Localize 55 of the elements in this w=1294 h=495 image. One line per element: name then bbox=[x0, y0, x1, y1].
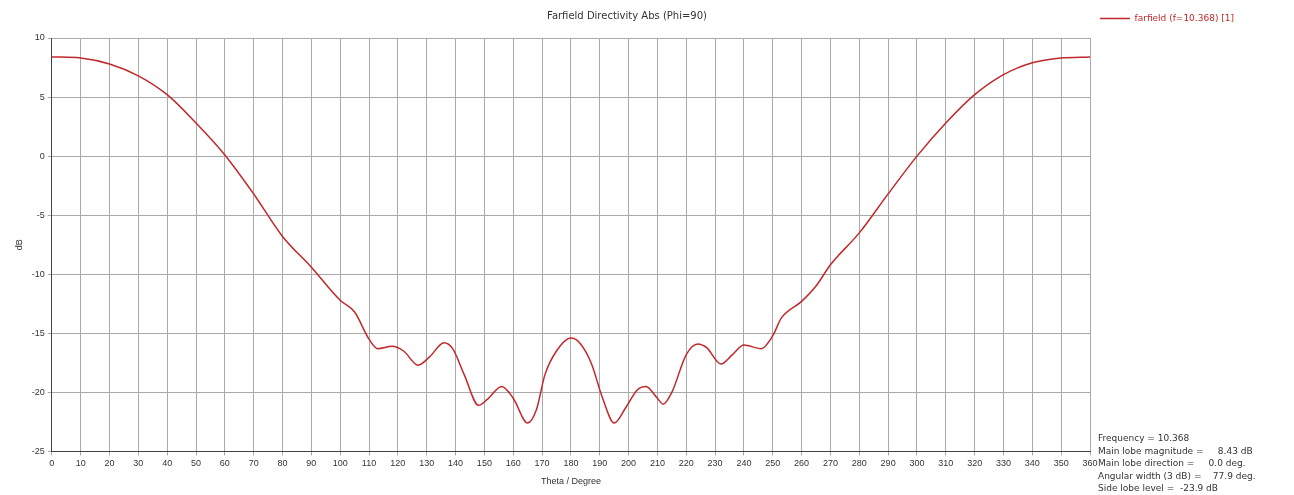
x-tick-label: 30 bbox=[133, 458, 144, 469]
x-tick-label: 150 bbox=[476, 458, 492, 469]
x-axis-title: Theta / Degree bbox=[540, 476, 601, 487]
x-tick-label: 160 bbox=[505, 458, 521, 469]
x-tick-label: 330 bbox=[995, 458, 1011, 469]
y-tick-label: -10 bbox=[31, 268, 45, 279]
chart-title: Farfield Directivity Abs (Phi=90) bbox=[547, 9, 708, 21]
y-tick-label: -25 bbox=[31, 445, 45, 456]
x-tick-label: 130 bbox=[419, 458, 435, 469]
x-tick-label: 0 bbox=[49, 458, 55, 469]
text: Angular width (3 dB) = 77.9 deg. bbox=[1098, 469, 1256, 482]
x-tick-label: 110 bbox=[361, 458, 377, 469]
x-tick-label: 70 bbox=[248, 458, 259, 469]
x-tick-label: 200 bbox=[621, 458, 637, 469]
x-tick-label: 270 bbox=[822, 458, 838, 469]
y-axis-title: dB bbox=[13, 239, 24, 251]
x-tick-label: 280 bbox=[851, 458, 867, 469]
y-tick-label: -20 bbox=[31, 386, 45, 397]
x-tick-label: 360 bbox=[1082, 458, 1098, 469]
line-series bbox=[51, 56, 1090, 424]
x-tick-label: 320 bbox=[967, 458, 983, 469]
y-tick-label: 10 bbox=[34, 32, 45, 43]
x-tick-label: 300 bbox=[909, 458, 925, 469]
text: Main lobe direction = 0.0 deg. bbox=[1098, 457, 1247, 470]
x-tick-label: 240 bbox=[736, 458, 752, 469]
x-tick-label: 250 bbox=[765, 458, 781, 469]
x-tick-label: 140 bbox=[448, 458, 464, 469]
legend-label: farfield (f=10.368) [1] bbox=[1134, 12, 1234, 23]
x-tick-label: 170 bbox=[534, 458, 550, 469]
x-tick-label: 90 bbox=[306, 458, 317, 469]
x-tick-label: 290 bbox=[880, 458, 896, 469]
x-tick-label: 50 bbox=[190, 458, 202, 469]
x-tick-label: 100 bbox=[332, 458, 348, 469]
x-tick-label: 310 bbox=[938, 458, 954, 469]
x-tick-label: 210 bbox=[649, 458, 665, 469]
y-tick-label: -15 bbox=[31, 327, 45, 338]
text: Side lobe level = -23.9 dB bbox=[1098, 482, 1219, 495]
x-tick-label: 180 bbox=[563, 458, 579, 469]
x-tick-label: 230 bbox=[707, 458, 723, 469]
x-tick-label: 190 bbox=[592, 458, 608, 469]
x-tick-label: 350 bbox=[1053, 458, 1069, 469]
x-tick-label: 80 bbox=[277, 458, 288, 469]
x-tick-label: 260 bbox=[794, 458, 810, 469]
x-tick-label: 220 bbox=[678, 458, 694, 469]
y-tick-label: 0 bbox=[39, 150, 45, 161]
x-tick-label: 10 bbox=[75, 458, 86, 469]
x-tick-label: 340 bbox=[1024, 458, 1040, 469]
text: Frequency = 10.368 bbox=[1098, 432, 1191, 445]
y-tick-label: 5 bbox=[39, 91, 45, 102]
y-tick-label: -5 bbox=[36, 209, 45, 220]
x-tick-label: 40 bbox=[162, 458, 173, 469]
x-tick-label: 20 bbox=[104, 458, 115, 469]
x-tick-label: 60 bbox=[219, 458, 230, 469]
text: Main lobe magnitude = 8.43 dB bbox=[1098, 444, 1254, 457]
x-tick-label: 120 bbox=[390, 458, 406, 469]
